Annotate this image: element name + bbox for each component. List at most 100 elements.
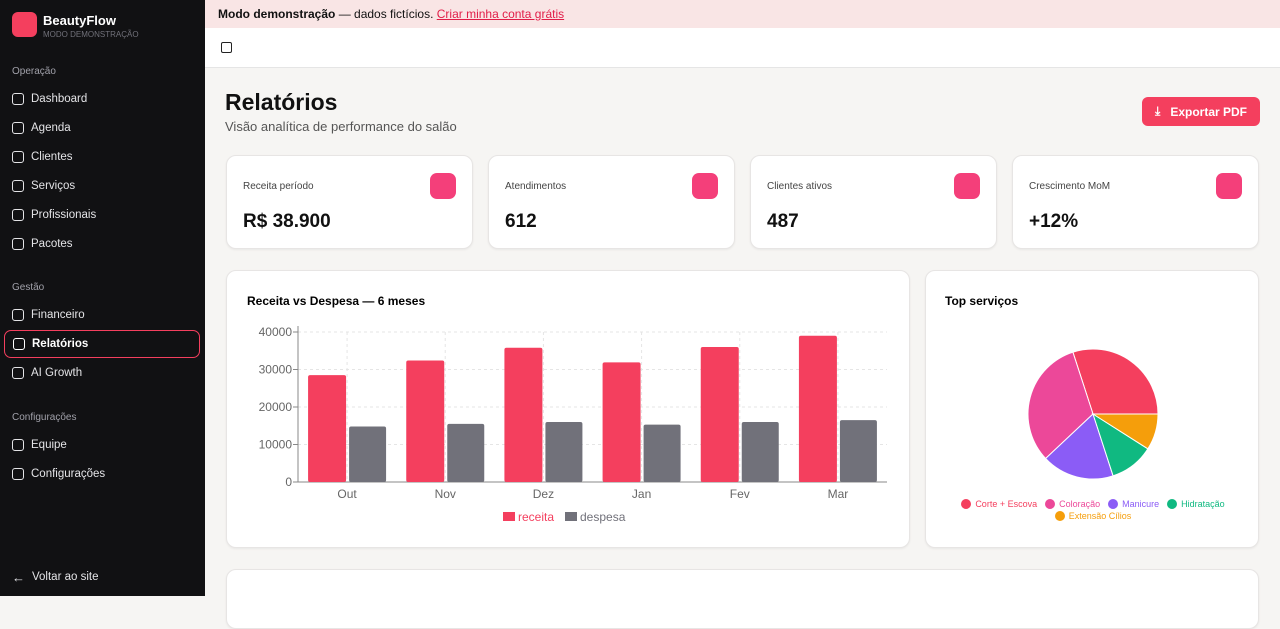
back-text: Voltar ao site (32, 571, 99, 583)
kpi-icon (430, 173, 456, 199)
nav-item[interactable]: Clientes (4, 143, 200, 171)
bar (741, 422, 779, 482)
bar (308, 375, 347, 482)
nav-item[interactable]: Profissionais (4, 201, 200, 229)
pie-legend: Corte + Escova Coloração Manicure Hidrataçã… (950, 499, 1236, 521)
pie-chart: Top serviços (945, 294, 1159, 480)
pie-card: Top serviços Corte + Escova Coloração Mani… (925, 270, 1259, 548)
page-subtitle: Visão analítica de performance do salão (225, 119, 457, 134)
sidebar: BeautyFlow MODO DEMONSTRAÇÃO ← Voltar ao … (0, 0, 205, 596)
x-tick-label: Fev (730, 487, 750, 501)
kpi-icon (954, 173, 980, 199)
nav-label: Configurações (31, 468, 106, 480)
y-tick-label: 10000 (259, 438, 293, 452)
nav-group-label: Gestão (12, 282, 45, 293)
toolbar (205, 28, 1280, 68)
bar (643, 424, 681, 482)
legend-item: Extensão Cílios (1054, 511, 1131, 521)
sidebar-toggle[interactable] (221, 42, 232, 53)
x-tick-label: Nov (435, 487, 456, 501)
nav-item[interactable]: Dashboard (4, 85, 200, 113)
kpi-icon (1216, 173, 1242, 199)
nav-label: Agenda (31, 122, 71, 134)
nav-icon (12, 238, 24, 250)
kpi-value: R$ 38.900 (243, 211, 331, 232)
kpi-label: Crescimento MoM (1029, 181, 1111, 192)
legend-swatch (503, 512, 515, 521)
legend-label: Coloração (1059, 499, 1101, 509)
nav-label: Profissionais (31, 209, 97, 221)
nav-label: Financeiro (31, 309, 85, 321)
legend-item: Coloração (1045, 499, 1100, 509)
y-tick-label: 0 (285, 475, 292, 489)
banner-link[interactable]: Criar minha conta grátis (436, 7, 565, 21)
pie-slice (1091, 413, 1159, 450)
brand-subtitle: MODO DEMONSTRAÇÃO (43, 30, 139, 39)
nav-label: Equipe (31, 439, 67, 451)
nav-label: AI Growth (31, 367, 83, 379)
legend-item: Hidratação (1167, 499, 1225, 509)
pie-slice (1044, 413, 1114, 480)
nav-icon (12, 309, 24, 321)
nav-icon (12, 151, 24, 163)
brand-logo (12, 12, 37, 37)
nav-icon (12, 180, 24, 192)
nav-item[interactable]: Serviços (4, 172, 200, 200)
kpi-card: Clientes ativos 487 (750, 155, 997, 249)
nav-label: Pacotes (31, 238, 73, 250)
nav-item[interactable]: Financeiro (4, 301, 200, 329)
legend-item: Manicure (1108, 499, 1159, 509)
bar (447, 423, 485, 482)
x-tick-label: Out (337, 487, 357, 501)
nav-group-label: Operação (12, 66, 56, 77)
bar (504, 347, 543, 482)
legend-label: Manicure (1122, 499, 1160, 509)
back-link[interactable]: ← Voltar ao site (12, 569, 99, 585)
nav-icon (12, 439, 24, 451)
export-button[interactable]: ⤓ Exportar PDF (1142, 97, 1260, 126)
kpi-value: 612 (505, 211, 537, 232)
legend-dot (961, 499, 972, 509)
x-tick-label: Dez (533, 487, 554, 501)
legend-dot (1108, 499, 1119, 509)
legend-dot (1045, 499, 1056, 509)
nav-label: Relatórios (32, 338, 89, 350)
nav-icon (12, 122, 24, 134)
kpi-icon (692, 173, 718, 199)
bar (545, 422, 583, 482)
bar-card: Receita vs Despesa — 6 meses 0 10000 20000 3… (226, 270, 910, 548)
bar (349, 426, 387, 482)
nav-group-label: Configurações (12, 412, 77, 423)
chart-title: Receita vs Despesa — 6 meses (247, 294, 425, 308)
nav-icon (12, 367, 24, 379)
nav-item[interactable]: Configurações (4, 460, 200, 488)
bar (798, 335, 837, 482)
x-tick-label: Mar (828, 487, 849, 501)
bar (602, 362, 641, 482)
page-title: Relatórios (225, 89, 338, 115)
legend-label: Hidratação (1181, 499, 1225, 509)
legend-dot (1054, 511, 1065, 521)
nav-item[interactable]: Relatórios (4, 330, 200, 358)
demo-banner: Modo demonstração — dados fictícios. Cri… (205, 0, 1280, 28)
pie-slice (1072, 348, 1159, 415)
kpi-label: Clientes ativos (767, 181, 833, 192)
nav-icon (12, 209, 24, 221)
nav-item[interactable]: Equipe (4, 431, 200, 459)
bottom-card (226, 569, 1259, 629)
brand-name: BeautyFlow (43, 13, 116, 28)
chart-title: Top serviços (945, 294, 1018, 308)
export-label: Exportar PDF (1170, 104, 1247, 119)
y-tick-label: 20000 (259, 400, 293, 414)
nav-item[interactable]: Pacotes (4, 230, 200, 258)
bar (406, 360, 445, 482)
kpi-label: Atendimentos (505, 181, 567, 192)
nav-label: Clientes (31, 151, 73, 163)
nav-item[interactable]: AI Growth (4, 359, 200, 387)
nav-label: Serviços (31, 180, 76, 192)
nav-item[interactable]: Agenda (4, 114, 200, 142)
legend-item: Corte + Escova (961, 499, 1037, 509)
banner-strong: Modo demonstração (218, 7, 336, 21)
nav-icon (12, 93, 24, 105)
